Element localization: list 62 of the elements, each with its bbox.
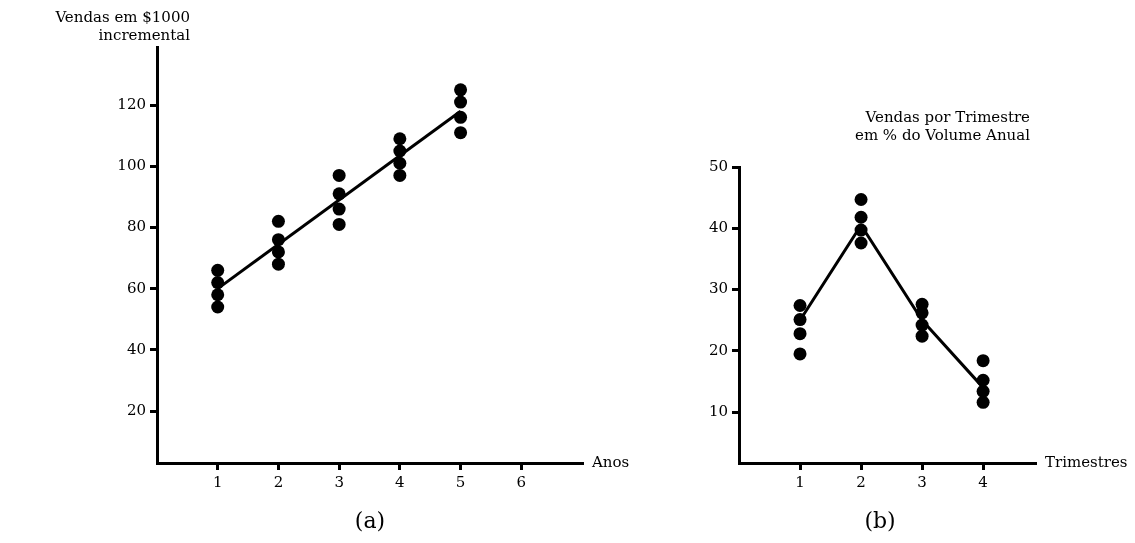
y-tick-label: 50 [708, 156, 728, 175]
point [271, 214, 285, 228]
point [271, 245, 285, 259]
y-tick-label: 120 [117, 95, 146, 114]
point [976, 384, 990, 398]
y-tick-label: 60 [126, 278, 146, 297]
x-tick-label: 4 [978, 472, 988, 491]
x-tick-label: 4 [395, 472, 405, 491]
y-axis-title: Vendas em $1000 incremental [55, 8, 190, 44]
point [454, 110, 468, 124]
point [854, 192, 868, 206]
point [793, 313, 807, 327]
text: (b) [864, 508, 896, 533]
point [454, 83, 468, 97]
x-tick-label: 3 [334, 472, 344, 491]
x-tick-label: 5 [455, 472, 466, 491]
point [454, 95, 468, 109]
point [793, 299, 807, 312]
point [393, 168, 407, 182]
point [854, 210, 868, 224]
text: (a) [354, 508, 386, 533]
y-tick-label: 20 [126, 400, 146, 419]
point [854, 223, 868, 237]
x-tick-label: 6 [516, 472, 527, 491]
x-axis-title: Anos [592, 453, 630, 471]
y-tick-label: 30 [708, 279, 728, 298]
x-tick-label: 2 [273, 472, 284, 491]
point [915, 329, 929, 343]
point [793, 327, 807, 341]
point [976, 373, 990, 387]
y-tick-label: 40 [708, 218, 728, 237]
y-tick-label: 20 [708, 340, 728, 359]
x-tick-label: 3 [917, 472, 927, 491]
x-axis-title: Trimestres [1045, 453, 1128, 471]
point [454, 126, 468, 140]
point [854, 236, 868, 250]
point [332, 217, 346, 231]
y-tick-label: 10 [708, 402, 728, 421]
point [793, 347, 807, 361]
point [271, 257, 285, 271]
y-tick-label: 40 [126, 339, 146, 358]
point [915, 306, 929, 320]
x-tick-label: 2 [856, 472, 866, 491]
point [332, 202, 346, 216]
point [976, 395, 990, 409]
point [915, 318, 929, 332]
point [211, 288, 225, 302]
point [211, 263, 225, 277]
point [332, 168, 346, 182]
point [271, 233, 285, 247]
y-tick-label: 80 [126, 217, 146, 236]
x-tick-label: 1 [212, 472, 223, 491]
point [976, 354, 990, 368]
point [393, 132, 407, 146]
y-tick-label: 100 [117, 156, 146, 175]
point [211, 276, 225, 290]
point [393, 144, 407, 158]
x-tick-label: 1 [795, 472, 805, 491]
y-axis-title: Vendas por Trimestre em % do Volume Anual [855, 108, 1030, 144]
point [332, 187, 346, 201]
point [393, 156, 407, 170]
point [211, 300, 225, 314]
